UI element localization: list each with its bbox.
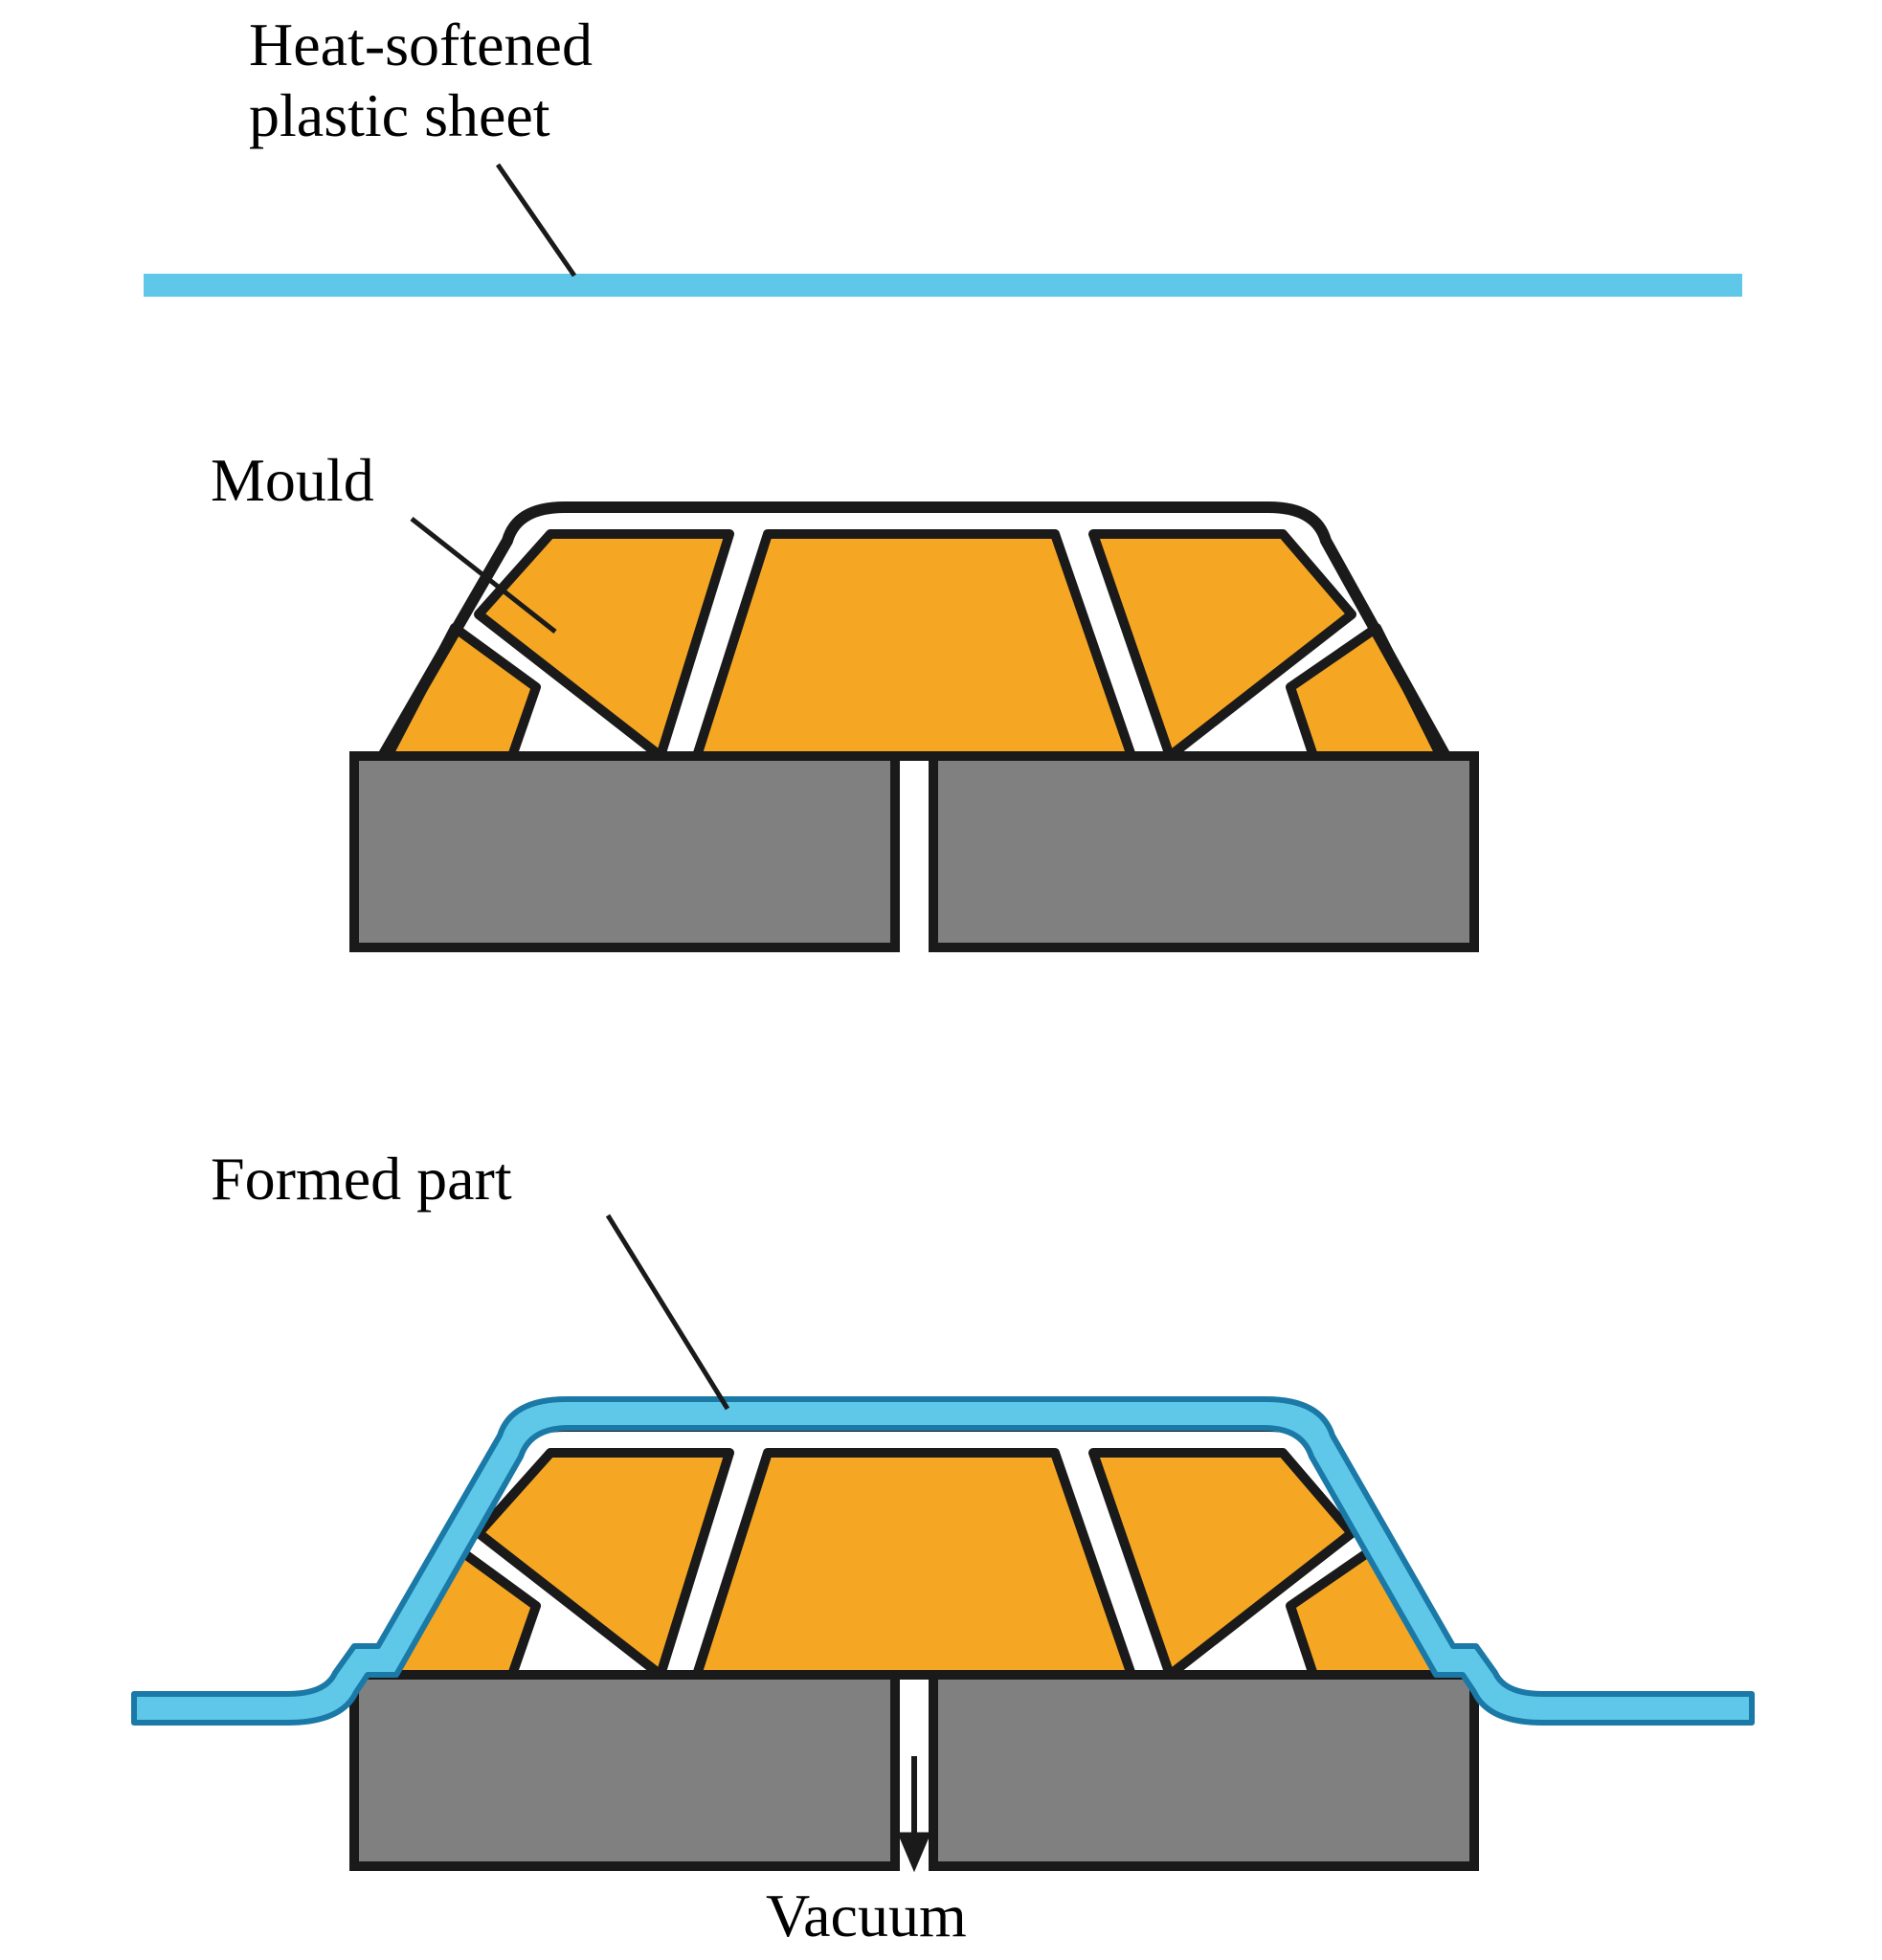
diagram-svg (0, 0, 1882, 1960)
vacuum-forming-diagram: Heat-softened plastic sheet Mould Formed… (0, 0, 1882, 1960)
base-right-stage2 (933, 1675, 1474, 1866)
leader-formed-part (608, 1215, 728, 1409)
mould-segments-stage1 (388, 534, 1441, 756)
vacuum-arrow (898, 1756, 930, 1871)
base-left-stage1 (354, 756, 895, 947)
base-right-stage1 (933, 756, 1474, 947)
leader-sheet (498, 165, 574, 276)
mould-segments-stage2 (388, 1453, 1441, 1675)
base-left-stage2 (354, 1675, 895, 1866)
